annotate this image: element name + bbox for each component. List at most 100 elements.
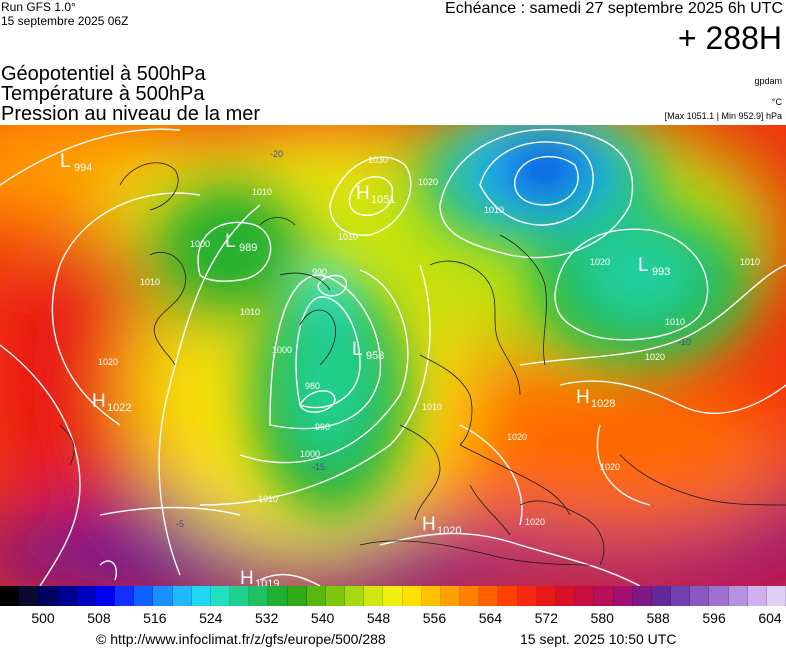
color-swatch xyxy=(421,586,441,606)
temperature-label: -20 xyxy=(270,149,283,159)
isobar-label: 1010 xyxy=(484,205,504,215)
color-swatch xyxy=(440,586,461,606)
pressure-center-type: L xyxy=(352,339,363,360)
color-swatch xyxy=(0,586,20,606)
pressure-range: [Max 1051.1 | Min 952.9] hPa xyxy=(664,111,782,121)
color-scale-tick: 524 xyxy=(199,610,223,626)
isobar-label: 1020 xyxy=(590,257,610,267)
color-swatch xyxy=(498,586,518,606)
pressure-center-type: L xyxy=(60,151,71,172)
pressure-center-high-1019: H 1019 xyxy=(240,568,279,586)
pressure-center-high-1020: H 1020 xyxy=(422,514,461,537)
color-scale-tick: 540 xyxy=(310,610,335,626)
weather-map: L 994 L 989 H 1051 L 953 L 993 H 1022 H … xyxy=(0,125,786,586)
color-swatch xyxy=(632,586,652,606)
color-scale-tick: 548 xyxy=(366,610,391,626)
color-swatch xyxy=(536,586,556,606)
color-swatch xyxy=(134,586,154,606)
temperature-label: -15 xyxy=(312,462,325,472)
pressure-center-low-994: L 994 xyxy=(60,151,92,174)
pressure-centers: L 994 L 989 H 1051 L 953 L 993 H 1022 H … xyxy=(60,151,670,586)
isobar-label: 1010 xyxy=(338,232,358,242)
generation-timestamp: 15 sept. 2025 10:50 UTC xyxy=(520,631,677,647)
color-swatch xyxy=(671,586,691,606)
pressure-center-value: 1051 xyxy=(371,194,395,206)
forecast-horizon: + 288H xyxy=(677,20,782,56)
color-scale-tick: 580 xyxy=(590,610,614,626)
color-scale-tick: 532 xyxy=(255,610,279,626)
pressure-center-type: L xyxy=(225,231,236,252)
color-scale-tick: 588 xyxy=(646,610,670,626)
pressure-center-type: H xyxy=(240,568,254,586)
temperature-label: -10 xyxy=(678,337,691,347)
title-geopotential: Géopotentiel à 500hPa xyxy=(1,63,206,85)
isobar-label: 990 xyxy=(312,267,327,277)
color-swatch xyxy=(325,586,346,606)
color-swatch xyxy=(709,586,729,606)
color-swatch xyxy=(575,586,595,606)
isobar-label: 1010 xyxy=(240,307,260,317)
color-swatch xyxy=(594,586,614,606)
color-swatch xyxy=(345,586,365,606)
pressure-center-value: 989 xyxy=(239,242,257,254)
color-swatch xyxy=(766,586,786,606)
color-scale-tick: 572 xyxy=(534,610,558,626)
isobar-label: 1010 xyxy=(252,187,272,197)
isobar-label: 1000 xyxy=(300,449,320,459)
color-swatch xyxy=(383,586,403,606)
color-scale-labels: 500 508 516 524 532 540 548 556 564 572 580 588 596 6… xyxy=(0,609,786,627)
color-scale-tick: 508 xyxy=(87,610,111,626)
unit-temperature: °C xyxy=(771,97,782,107)
color-swatch xyxy=(153,586,173,606)
pressure-center-type: H xyxy=(356,183,370,204)
pressure-center-value: 1019 xyxy=(255,578,279,586)
isobar-label: 1020 xyxy=(600,462,620,472)
pressure-center-high-1022: H 1022 xyxy=(92,391,131,414)
isobar-label: 1020 xyxy=(98,357,118,367)
isobar-label: 1000 xyxy=(272,345,292,355)
color-swatch xyxy=(613,586,633,606)
isobar-label: 1020 xyxy=(507,432,527,442)
color-swatch xyxy=(479,586,499,606)
pressure-center-value: 1028 xyxy=(591,398,615,410)
color-swatch xyxy=(460,586,480,606)
temperature-labels: -20 -15 -10 -5 xyxy=(176,149,691,529)
geopotential-field xyxy=(0,125,786,586)
color-swatch xyxy=(517,586,537,606)
color-swatch xyxy=(191,586,211,606)
pressure-center-value: 953 xyxy=(366,350,384,362)
isobar-label: 1010 xyxy=(740,257,760,267)
color-swatch xyxy=(555,586,576,606)
coastlines xyxy=(59,162,786,566)
color-scale-tick: 556 xyxy=(422,610,447,626)
color-swatch xyxy=(306,586,326,606)
pressure-center-high-1028: H 1028 xyxy=(576,387,615,410)
color-swatch xyxy=(210,586,231,606)
title-temperature: Température à 500hPa xyxy=(1,83,205,105)
color-swatch xyxy=(38,586,58,606)
color-scale-tick: 516 xyxy=(143,610,167,626)
isobar-labels: 1010 1030 1020 1010 1000 1010 990 1010 1… xyxy=(98,155,760,527)
color-swatch xyxy=(402,586,422,606)
run-label: Run GFS 1.0° xyxy=(1,0,76,14)
pressure-center-type: H xyxy=(422,514,436,535)
color-swatch xyxy=(230,586,250,606)
pressure-center-low-953: L 953 xyxy=(352,339,384,362)
color-swatch xyxy=(249,586,269,606)
color-scale-tick: 500 xyxy=(31,610,55,626)
pressure-center-type: H xyxy=(576,387,590,408)
isobar-label: 990 xyxy=(315,422,330,432)
run-date: 15 septembre 2025 06Z xyxy=(1,14,129,28)
pressure-center-type: L xyxy=(638,255,649,276)
title-pressure: Pression au niveau de la mer xyxy=(1,103,261,125)
copyright-url: © http://www.infoclimat.fr/z/gfs/europe/… xyxy=(96,631,386,647)
temperature-label: -5 xyxy=(176,519,184,529)
isobar-label: 1010 xyxy=(422,402,442,412)
isobar-label: 980 xyxy=(305,381,320,391)
color-swatch xyxy=(57,586,77,606)
pressure-center-value: 994 xyxy=(74,162,92,174)
pressure-center-low-989: L 989 xyxy=(225,231,257,254)
color-swatch xyxy=(728,586,748,606)
color-swatch xyxy=(115,586,135,606)
color-scale-tick: 564 xyxy=(478,610,503,626)
